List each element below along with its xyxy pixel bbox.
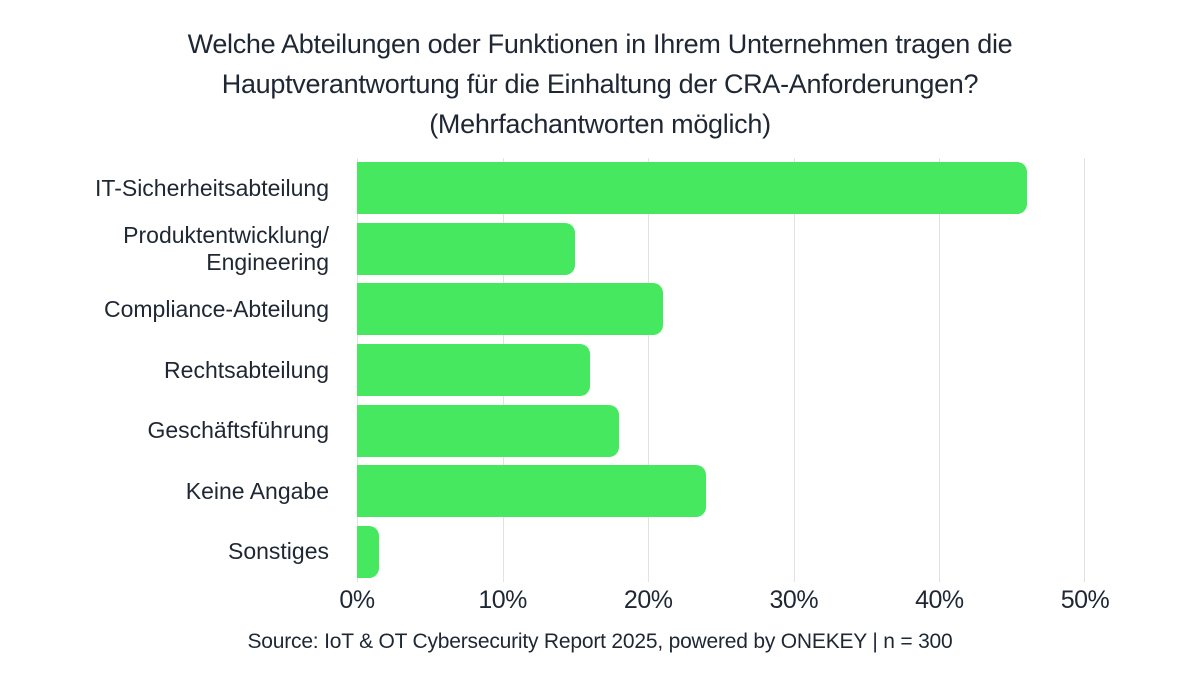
bar-row: [357, 461, 1085, 522]
gridline-20: [648, 158, 650, 582]
bar-it-sicherheitsabteilung: [357, 162, 1027, 215]
plot-area: [357, 158, 1085, 582]
gridline-40: [939, 158, 941, 582]
bar-row: [357, 219, 1085, 280]
chart-title: Welche Abteilungen oder Funktionen in Ih…: [0, 24, 1200, 144]
chart-title-line-1: Welche Abteilungen oder Funktionen in Ih…: [187, 29, 1013, 59]
gridline-30: [793, 158, 795, 582]
bar-row: [357, 158, 1085, 219]
category-label-compliance-abteilung: Compliance-Abteilung: [103, 295, 329, 322]
category-label-it-sicherheitsabteilung: IT-Sicherheitsabteilung: [95, 174, 329, 201]
bar-row: [357, 279, 1085, 340]
bar-sonstiges: [357, 525, 379, 578]
bar-keine-angabe: [357, 465, 707, 518]
chart-title-line-2: Hauptverantwortung für die Einhaltung de…: [221, 69, 979, 99]
source-attribution: Source: IoT & OT Cybersecurity Report 20…: [247, 630, 953, 653]
bar-row: [357, 400, 1085, 461]
chart-title-line-3: (Mehrfachantworten möglich): [429, 109, 771, 139]
category-label-sonstiges: Sonstiges: [227, 538, 329, 565]
bar-series: [357, 158, 1085, 582]
gridline-50: [1084, 158, 1085, 582]
category-label-rechtsabteilung: Rechtsabteilung: [164, 356, 329, 383]
category-axis: IT-Sicherheitsabteilung Produktentwicklu…: [0, 158, 343, 582]
bar-rechtsabteilung: [357, 344, 590, 397]
x-tick-10: 10%: [478, 586, 527, 614]
bar-row: [357, 340, 1085, 401]
x-tick-30: 30%: [769, 586, 819, 614]
category-label-keine-angabe: Keine Angabe: [185, 477, 329, 504]
x-tick-0: 0%: [339, 586, 375, 614]
value-axis: 0% 10% 20% 30% 40% 50%: [339, 586, 1109, 618]
x-tick-40: 40%: [915, 586, 964, 614]
bar-row: [357, 521, 1085, 582]
bar-produktentwicklung-engineering: [357, 222, 576, 275]
bar-geschaeftsfuehrung: [357, 404, 620, 457]
bar-compliance-abteilung: [357, 283, 663, 336]
category-label-produktentwicklung-engineering: Produktentwicklung/ Engineering: [123, 221, 329, 275]
category-label-geschaeftsfuehrung: Geschäftsführung: [147, 417, 329, 444]
x-tick-20: 20%: [623, 586, 673, 614]
x-tick-50: 50%: [1060, 586, 1110, 614]
